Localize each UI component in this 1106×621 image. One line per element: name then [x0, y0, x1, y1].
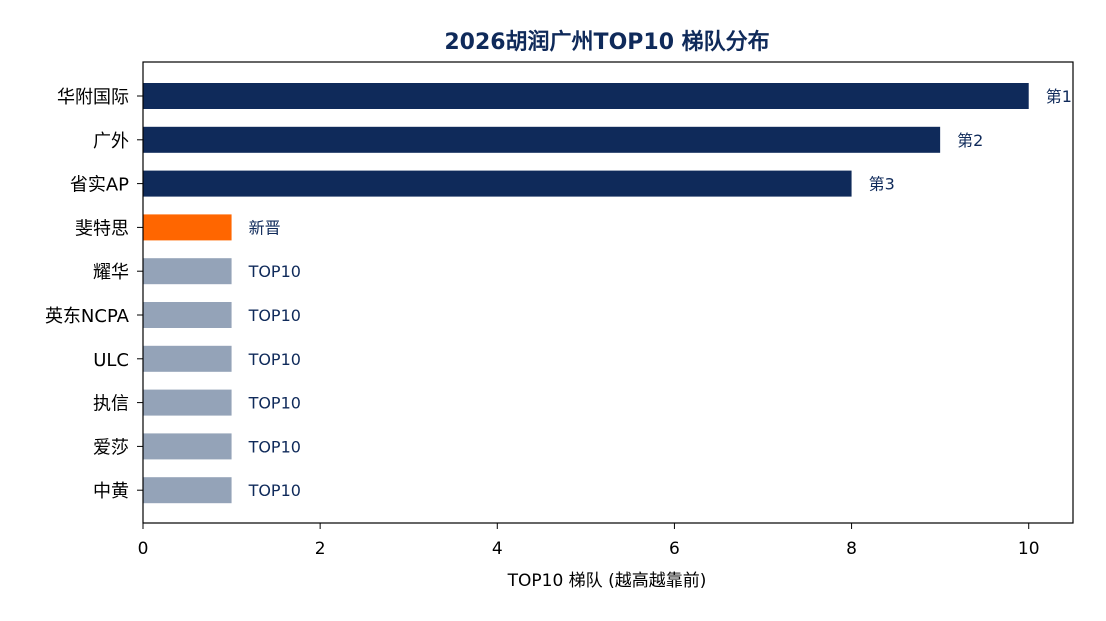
data-label-6: TOP10 [248, 350, 301, 369]
x-tick-label-4: 8 [846, 539, 857, 559]
data-label-2: 第3 [869, 175, 895, 194]
data-labels: 第1 第2 第3 新晋 TOP10 TOP10 TOP10 TOP10 TOP10 TOP10 [248, 87, 1072, 500]
plot-area-frame [142, 61, 1074, 524]
bar-2 [143, 170, 852, 197]
bar-5 [143, 302, 232, 328]
data-label-8: TOP10 [248, 437, 301, 456]
category-label-0: 华附国际 [57, 87, 129, 108]
category-label-6: ULC [93, 350, 129, 371]
data-label-5: TOP10 [248, 306, 301, 325]
category-label-3: 斐特思 [75, 218, 129, 239]
x-tick-label-2: 4 [492, 539, 503, 559]
x-tick-label-1: 2 [315, 539, 326, 559]
bar-4 [143, 258, 232, 285]
bar-9 [143, 477, 232, 504]
data-label-3: 新晋 [249, 218, 281, 237]
bars-layer [143, 83, 1029, 504]
category-label-2: 省实AP [70, 175, 129, 196]
bar-8 [143, 433, 232, 460]
data-label-1: 第2 [957, 131, 983, 150]
bar-3 [143, 214, 232, 241]
bar-1 [143, 126, 941, 153]
category-label-4: 耀华 [93, 262, 129, 283]
category-label-8: 爱莎 [93, 437, 129, 458]
bar-0 [143, 83, 1029, 109]
x-tick-label-0: 0 [138, 539, 149, 559]
data-label-7: TOP10 [248, 394, 301, 413]
bar-7 [143, 389, 232, 416]
data-label-0: 第1 [1046, 87, 1072, 106]
bar-6 [143, 345, 232, 372]
data-label-4: TOP10 [248, 262, 301, 281]
x-tick-label-3: 6 [669, 539, 680, 559]
category-label-1: 广外 [93, 131, 129, 152]
category-label-9: 中黄 [93, 481, 129, 502]
x-tick-label-5: 10 [1018, 539, 1040, 559]
category-label-7: 执信 [93, 394, 129, 415]
category-label-5: 英东NCPA [45, 306, 130, 327]
chart-title: 2026胡润广州TOP10 梯队分布 [444, 29, 769, 55]
x-axis-title: TOP10 梯队 (越高越靠前) [507, 571, 707, 591]
data-label-9: TOP10 [248, 481, 301, 500]
x-axis-ticks: 0 2 4 6 8 10 [138, 523, 1040, 559]
